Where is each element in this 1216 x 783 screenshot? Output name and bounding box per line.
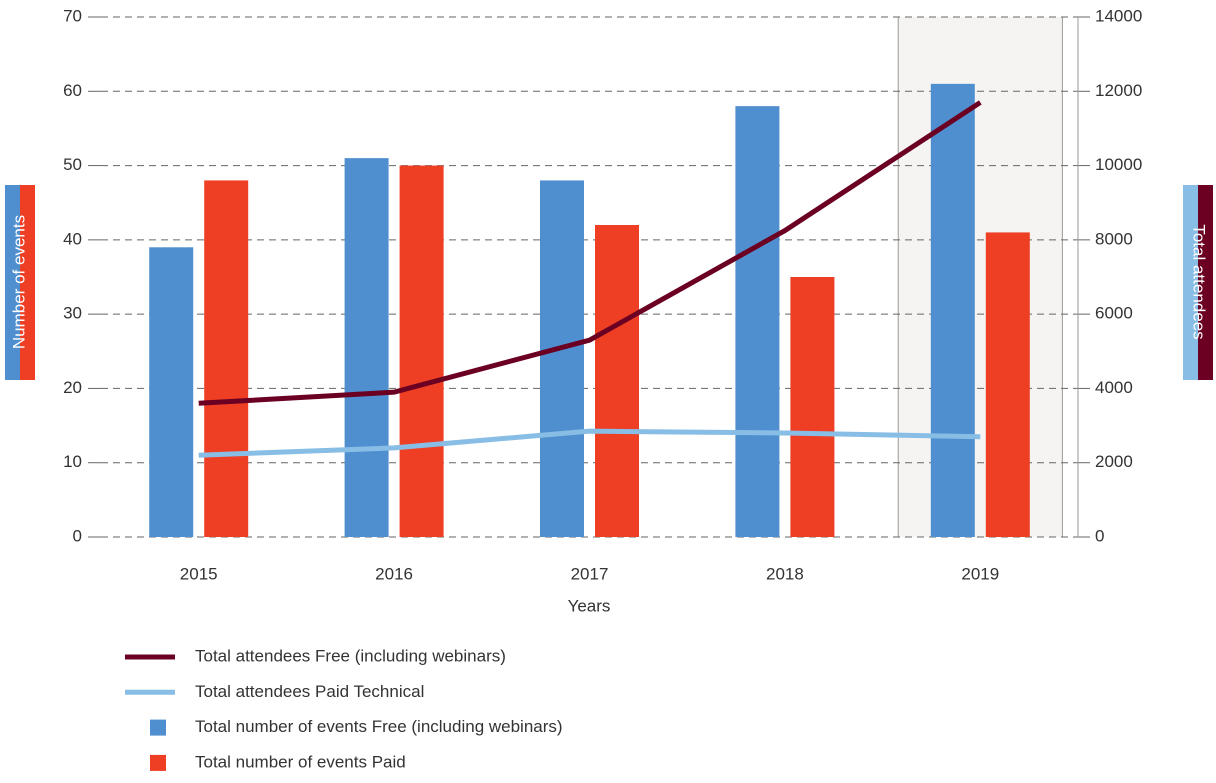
y2-tick-label: 2000 <box>1095 452 1133 471</box>
y-tick-label: 10 <box>63 452 82 471</box>
bar <box>735 106 780 538</box>
y2-tick-label: 10000 <box>1095 155 1142 174</box>
legend-label: Total attendees Free (including webinars… <box>195 646 506 665</box>
y-tick-label: 0 <box>73 526 82 545</box>
y2-axis-label: Total attendees <box>1190 224 1209 339</box>
x-tick-label: 2019 <box>961 564 999 583</box>
background <box>897 17 1063 537</box>
x-tick-label: 2016 <box>375 564 413 583</box>
y-tick-label: 30 <box>63 304 82 323</box>
x-tick-label: 2015 <box>180 564 218 583</box>
y2-tick-label: 12000 <box>1095 81 1142 100</box>
legend-swatch <box>150 719 166 736</box>
line <box>198 428 981 458</box>
bar <box>985 232 1030 537</box>
y-tick-label: 20 <box>63 378 82 397</box>
y-tick-label: 70 <box>63 6 82 25</box>
y-axis-label: Number of events <box>9 215 28 349</box>
y2-tick-label: 6000 <box>1095 304 1133 323</box>
highlight-band <box>898 17 1063 537</box>
bar <box>540 180 584 537</box>
x-tick-label: 2018 <box>766 564 804 583</box>
bar <box>204 180 249 537</box>
x-tick-label: 2017 <box>571 564 609 583</box>
bar <box>595 225 639 537</box>
y2-tick-label: 8000 <box>1095 229 1133 248</box>
bar <box>149 247 194 538</box>
line <box>198 100 982 406</box>
bar <box>344 158 389 537</box>
y-label-band <box>5 185 20 380</box>
y2-label-band <box>1183 185 1198 380</box>
y-tick-label: 60 <box>63 81 82 100</box>
y2-label-band <box>1198 185 1213 380</box>
legend-label: Total number of events Free (including w… <box>195 717 563 736</box>
y2-tick-label: 0 <box>1095 526 1104 545</box>
x-axis-label: Years <box>568 596 611 615</box>
bar <box>790 277 835 537</box>
y-tick-label: 50 <box>63 155 82 174</box>
y2-tick-label: 14000 <box>1095 6 1142 25</box>
y-tick-label: 40 <box>63 229 82 248</box>
y-label-band <box>20 185 35 380</box>
bar <box>930 83 975 537</box>
legend-label: Total number of events Paid <box>195 752 406 771</box>
y2-tick-label: 4000 <box>1095 378 1133 397</box>
legend-swatch <box>150 754 166 771</box>
bar <box>399 165 444 538</box>
legend-label: Total attendees Paid Technical <box>195 682 424 701</box>
